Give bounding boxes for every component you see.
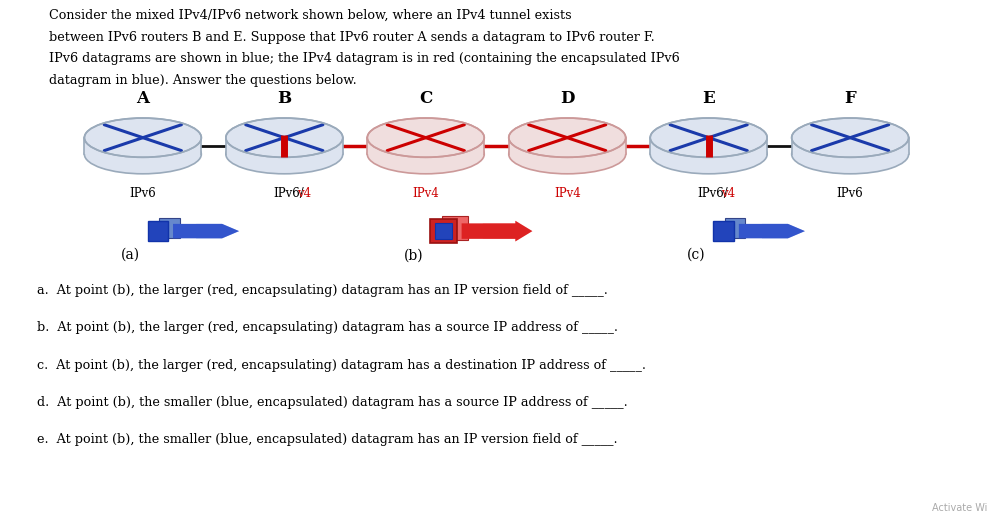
Text: e.  At point (b), the smaller (blue, encapsulated) datagram has an IP version fi: e. At point (b), the smaller (blue, enca… (37, 433, 618, 446)
FancyBboxPatch shape (367, 138, 485, 154)
Text: c.  At point (b), the larger (red, encapsulating) datagram has a destination IP : c. At point (b), the larger (red, encaps… (37, 359, 646, 372)
Text: IPv6: IPv6 (129, 187, 156, 200)
FancyArrow shape (462, 221, 532, 241)
Text: IPv6: IPv6 (837, 187, 864, 200)
Text: IPv6/: IPv6/ (697, 187, 728, 200)
FancyBboxPatch shape (725, 218, 746, 238)
Text: IPv6 datagrams are shown in blue; the IPv4 datagram is in red (containing the en: IPv6 datagrams are shown in blue; the IP… (49, 52, 679, 65)
FancyBboxPatch shape (650, 138, 768, 154)
FancyBboxPatch shape (431, 219, 457, 243)
FancyBboxPatch shape (225, 138, 343, 154)
Text: (c): (c) (687, 248, 706, 262)
Ellipse shape (650, 134, 768, 174)
FancyBboxPatch shape (508, 138, 626, 154)
Text: d.  At point (b), the smaller (blue, encapsulated) datagram has a source IP addr: d. At point (b), the smaller (blue, enca… (37, 396, 628, 409)
Ellipse shape (225, 134, 343, 174)
Ellipse shape (84, 118, 202, 157)
Ellipse shape (84, 134, 202, 174)
Text: Activate Wi: Activate Wi (931, 503, 987, 513)
FancyBboxPatch shape (84, 138, 202, 154)
Text: Consider the mixed IPv4/IPv6 network shown below, where an IPv4 tunnel exists: Consider the mixed IPv4/IPv6 network sho… (49, 9, 571, 22)
FancyArrow shape (173, 224, 239, 238)
FancyArrow shape (762, 224, 805, 238)
Ellipse shape (791, 134, 909, 174)
Text: C: C (419, 90, 432, 107)
FancyBboxPatch shape (435, 223, 452, 239)
Text: IPv4: IPv4 (412, 187, 439, 200)
Text: v4: v4 (297, 187, 311, 200)
Text: a.  At point (b), the larger (red, encapsulating) datagram has an IP version fie: a. At point (b), the larger (red, encaps… (37, 284, 608, 297)
Text: (b): (b) (404, 249, 423, 263)
FancyBboxPatch shape (713, 221, 734, 241)
FancyArrow shape (739, 224, 805, 238)
Text: IPv6/: IPv6/ (273, 187, 304, 200)
Text: b.  At point (b), the larger (red, encapsulating) datagram has a source IP addre: b. At point (b), the larger (red, encaps… (37, 321, 619, 334)
FancyBboxPatch shape (442, 216, 469, 240)
FancyBboxPatch shape (791, 138, 909, 154)
Text: between IPv6 routers B and E. Suppose that IPv6 router A sends a datagram to IPv: between IPv6 routers B and E. Suppose th… (49, 31, 654, 44)
FancyBboxPatch shape (148, 221, 168, 241)
Ellipse shape (367, 134, 485, 174)
Text: IPv4: IPv4 (554, 187, 581, 200)
Ellipse shape (367, 118, 485, 157)
Ellipse shape (791, 118, 909, 157)
Text: IPv6/v4: IPv6/v4 (686, 187, 731, 200)
FancyBboxPatch shape (159, 218, 180, 238)
Ellipse shape (650, 118, 768, 157)
Ellipse shape (225, 118, 343, 157)
FancyArrow shape (197, 224, 239, 238)
Ellipse shape (508, 118, 626, 157)
Text: v4: v4 (721, 187, 735, 200)
Text: E: E (702, 90, 715, 107)
Text: F: F (844, 90, 856, 107)
Text: IPv6/v4: IPv6/v4 (262, 187, 307, 200)
FancyArrow shape (483, 221, 532, 241)
Text: B: B (277, 90, 291, 107)
Text: A: A (136, 90, 149, 107)
Text: datagram in blue). Answer the questions below.: datagram in blue). Answer the questions … (49, 74, 356, 87)
Text: D: D (560, 90, 575, 107)
Ellipse shape (508, 134, 626, 174)
Text: (a): (a) (121, 248, 140, 262)
